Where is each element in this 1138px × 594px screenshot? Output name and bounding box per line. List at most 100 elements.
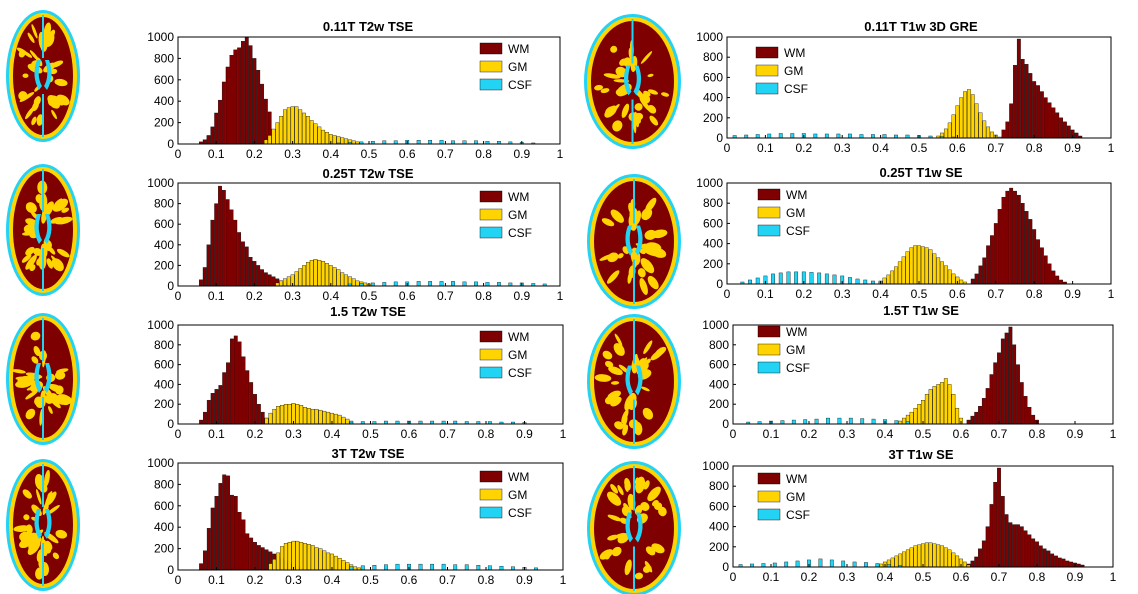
bar-gm [332, 135, 337, 145]
bar-gm [333, 413, 338, 425]
bar-gm [303, 406, 307, 425]
bar-wm [974, 273, 979, 285]
brain-gm-fold [601, 218, 615, 227]
y-tick-label: 1000 [147, 176, 174, 190]
bar-csf [395, 563, 400, 571]
bar-gm [283, 404, 288, 425]
bar-wm [1039, 247, 1044, 285]
bar-csf [837, 417, 842, 425]
bar-wm [206, 244, 211, 287]
legend-swatch-gm [479, 208, 503, 221]
bar-gm [943, 547, 948, 568]
brain-gm-fold [627, 271, 633, 284]
bar-wm [1020, 59, 1025, 139]
bar-wm [252, 261, 257, 287]
bar-gm [286, 276, 291, 287]
brain-ventricle-right [44, 60, 52, 90]
bar-csf [485, 282, 490, 287]
bar-wm [1013, 65, 1017, 139]
bar-wm [1024, 211, 1029, 285]
y-tick-label: 200 [703, 111, 723, 125]
bar-wm [1019, 382, 1024, 425]
legend-swatch-wm [479, 42, 503, 55]
panel-5: 1.5 T2w TSE 0 0.1 0.2 0.3 0.4 0.5 0.6 0.7 0.8 0.9 1… [6, 304, 567, 445]
legend-swatch-wm [479, 470, 503, 483]
x-tick-label: 0.9 [516, 427, 533, 441]
x-tick-label: 0.2 [246, 289, 263, 303]
bar-gm [932, 253, 937, 285]
x-tick-label: 0.5 [915, 570, 932, 584]
bar-wm [993, 362, 998, 425]
bar-gm [299, 542, 304, 571]
brain-gm-fold [46, 258, 54, 269]
bar-wm [1069, 561, 1074, 568]
x-tick-label: 0.9 [513, 289, 530, 303]
bar-wm [970, 278, 975, 285]
legend-label-wm: WM [786, 325, 807, 339]
bar-gm [283, 543, 288, 571]
brain-gm-fold [611, 103, 620, 114]
bar-wm [1009, 187, 1014, 285]
x-tick-label: 0.5 [915, 427, 932, 441]
x-tick-label: 0.9 [1064, 287, 1081, 301]
y-tick-label: 200 [154, 258, 174, 272]
brain-gm-fold [608, 366, 623, 376]
bar-wm [264, 549, 269, 571]
brain-gm-fold [25, 246, 35, 256]
bar-wm [1016, 194, 1021, 285]
chart-title: 0.11T T1w 3D GRE [864, 19, 978, 34]
bar-wm [237, 232, 242, 287]
bar-wm [1016, 524, 1020, 568]
bar-csf [755, 134, 760, 139]
bar-csf [428, 140, 433, 145]
bar-wm [1016, 38, 1021, 139]
brain-gm-fold [619, 58, 628, 66]
bar-csf [780, 420, 785, 425]
brain-ventricle-left [625, 512, 633, 543]
brain-gm-fold [617, 253, 624, 259]
legend-swatch-wm [757, 188, 781, 201]
legend-label-gm: GM [784, 64, 803, 78]
y-tick-label: 800 [709, 338, 729, 352]
bar-gm [271, 128, 276, 145]
bar-wm [202, 139, 207, 145]
brain-gm-fold [651, 229, 668, 239]
legend-swatch-gm [757, 490, 781, 503]
bar-gm [268, 412, 273, 425]
bar-wm [233, 335, 238, 425]
bar-gm [318, 409, 323, 425]
bar-gm [267, 135, 272, 145]
brain-gm-fold [647, 275, 659, 290]
bar-wm [237, 341, 242, 425]
bar-csf [441, 563, 446, 571]
x-tick-label: 0.3 [284, 289, 301, 303]
brain-segmentation-image [587, 174, 681, 309]
bar-wm [237, 47, 242, 145]
bar-gm [928, 389, 933, 425]
bar-gm [936, 384, 941, 425]
bar-csf [428, 281, 433, 287]
brain-gm-fold [25, 204, 35, 213]
bar-wm [1046, 550, 1051, 568]
x-tick-label: 0 [730, 427, 737, 441]
brain-segmentation-image [6, 313, 80, 445]
bar-wm [256, 69, 261, 145]
brain-gm-fold [54, 370, 66, 380]
x-tick-label: 0 [730, 570, 737, 584]
bar-gm [302, 265, 306, 287]
brain-gm-fold [624, 483, 629, 492]
y-tick-label: 600 [154, 217, 174, 231]
bar-wm [1005, 190, 1010, 285]
bar-gm [283, 278, 287, 287]
y-tick-label: 800 [154, 197, 174, 211]
bar-wm [1016, 364, 1020, 425]
bar-wm [249, 537, 254, 571]
y-tick-label: 0 [716, 131, 723, 145]
brain-gm-fold [44, 243, 51, 252]
brain-gm-fold [636, 116, 641, 124]
x-tick-label: 0.9 [1064, 141, 1081, 155]
x-tick-label: 0 [175, 289, 182, 303]
bar-wm [214, 112, 219, 145]
bar-csf [360, 565, 365, 571]
